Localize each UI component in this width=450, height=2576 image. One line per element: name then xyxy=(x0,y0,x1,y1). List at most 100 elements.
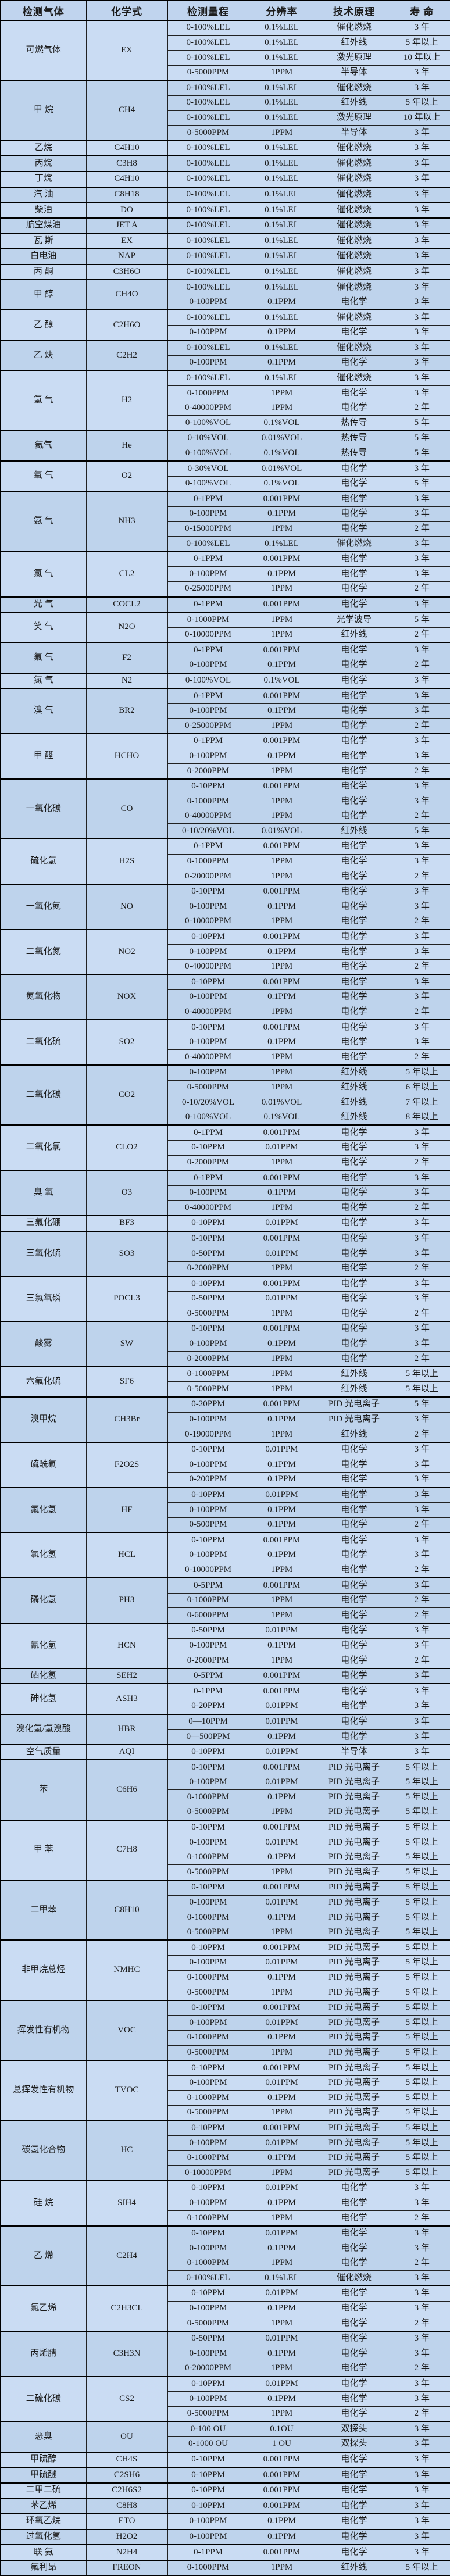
gas-name-cell: 氮氧化物 xyxy=(0,974,87,1020)
formula-cell: C2H3CL xyxy=(85,2285,168,2332)
gas-name-cell: 砷化氢 xyxy=(0,1683,87,1715)
range-cell: 0-10PPM xyxy=(167,2482,249,2499)
lifespan-cell: 3 年 xyxy=(393,1185,450,1201)
resolution-cell: 1PPM xyxy=(248,1200,315,1216)
gas-name-cell: 二甲苯 xyxy=(0,1880,87,1941)
lifespan-cell: 3 年 xyxy=(393,1638,450,1654)
table-row: 氮 气 N2 0-100%VOL 0.1%VOL 电化学 3 年 xyxy=(0,672,450,689)
resolution-cell: 0.001PPM xyxy=(248,1532,315,1548)
principle-cell: PID 光电离子 xyxy=(314,2150,394,2166)
resolution-cell: 0.001PPM xyxy=(248,1880,315,1896)
resolution-cell: 0.1%LEL xyxy=(248,19,315,36)
formula-cell: C4H10 xyxy=(85,140,168,156)
principle-cell: 催化燃烧 xyxy=(314,536,394,552)
lifespan-cell: 3 年 xyxy=(393,140,450,156)
gas-name-cell: 一氧化碳 xyxy=(0,778,87,839)
formula-cell: HCN xyxy=(85,1622,168,1669)
range-cell: 0-40000PPM xyxy=(167,959,249,975)
resolution-cell: 0.1PPM xyxy=(248,1471,315,1488)
table-row: 氯乙烯 C2H3CL 0-10PPM 0.01PPM 电化学 3 年 xyxy=(0,2285,450,2332)
lifespan-cell: 3 年 xyxy=(393,2544,450,2561)
range-cell: 0-1000PPM xyxy=(167,1970,249,1986)
table-row: 溴化氢/氢溴酸 HBR 0—10PPM 0.01PPM 电化学 3 年 xyxy=(0,1713,450,1745)
resolution-cell: 1PPM xyxy=(248,2559,315,2576)
resolution-cell: 0.1PPM xyxy=(248,2150,315,2166)
table-row: 0-50PPM 0.01PPM 电化学 3 年 xyxy=(1,1291,450,1307)
table-row: 瓦 斯 EX 0-100%LEL 0.1%LEL 催化燃烧 3 年 xyxy=(0,233,450,249)
lifespan-cell: 2 年 xyxy=(393,869,450,885)
column-header-formula: 化学式 xyxy=(85,0,168,21)
range-cell: 0-10000PPM xyxy=(167,914,249,930)
lifespan-cell: 3 年 xyxy=(393,491,450,508)
principle-cell: 电化学 xyxy=(314,1517,394,1533)
formula-cell: VOC xyxy=(85,1999,168,2061)
principle-cell: 电化学 xyxy=(314,778,394,795)
resolution-cell: 0.1PPM xyxy=(248,1034,315,1051)
range-cell: 0-100PPM xyxy=(167,2513,249,2530)
principle-cell: 电化学 xyxy=(314,703,394,719)
principle-cell: PID 光电离子 xyxy=(314,1970,394,1986)
table-row: 磷化氢 PH3 0-5PPM 0.001PPM 电化学 3 年 xyxy=(0,1577,450,1624)
resolution-cell: 0.1PPM xyxy=(248,2513,315,2530)
resolution-cell: 1PPM xyxy=(248,1064,315,1081)
formula-cell: BR2 xyxy=(85,688,168,734)
lifespan-cell: 2 年 xyxy=(393,1049,450,1066)
resolution-cell: 0.1%LEL xyxy=(248,263,315,280)
lifespan-cell: 5 年 xyxy=(393,612,450,628)
lifespan-cell: 5 年以上 xyxy=(393,2045,450,2061)
gas-name-cell: 硫酰氟 xyxy=(0,1441,87,1488)
table-row: 0-1000 OU 1 OU 双探头 3 年 xyxy=(1,2436,450,2453)
resolution-cell: 0.1PPM xyxy=(248,1185,315,1201)
range-cell: 0-1PPM xyxy=(167,551,249,567)
gas-name-cell: 氟利昂 xyxy=(0,2559,87,2576)
table-row: 笑 气 N2O 0-1000PPM 1PPM 光学波导 5 年 xyxy=(0,612,450,643)
gas-name-cell: 非甲烷总烃 xyxy=(0,1939,87,2001)
range-cell: 0-100%LEL xyxy=(167,155,249,172)
range-cell: 0—500PPM xyxy=(167,1729,249,1745)
formula-cell: EX xyxy=(85,19,168,81)
lifespan-cell: 2 年 xyxy=(393,2255,450,2271)
resolution-cell: 0.001PPM xyxy=(248,1819,315,1836)
resolution-cell: 1PPM xyxy=(248,2045,315,2061)
range-cell: 0-100%LEL xyxy=(167,80,249,96)
table-row: 0-40000PPM 1PPM 电化学 2 年 xyxy=(1,1200,450,1216)
resolution-cell: 1PPM xyxy=(248,2406,315,2422)
gas-name-cell: 氯 气 xyxy=(0,551,87,598)
lifespan-cell: 5 年以上 xyxy=(393,95,450,111)
table-row: 0-5000PPM 1PPM 红外线 6 年以上 xyxy=(1,1080,450,1096)
range-cell: 0-10PPM xyxy=(167,1880,249,1896)
resolution-cell: 1PPM xyxy=(248,869,315,885)
principle-cell: 催化燃烧 xyxy=(314,263,394,280)
resolution-cell: 0.1%LEL xyxy=(248,233,315,249)
range-cell: 0-100%LEL xyxy=(167,217,249,234)
principle-cell: 电化学 xyxy=(314,2528,394,2545)
resolution-cell: 1PPM xyxy=(248,1592,315,1609)
principle-cell: PID 光电离子 xyxy=(314,1819,394,1836)
principle-cell: 催化燃烧 xyxy=(314,19,394,36)
principle-cell: 电化学 xyxy=(314,2210,394,2227)
formula-cell: ASH3 xyxy=(85,1683,168,1715)
resolution-cell: 0.1PPM xyxy=(248,1457,315,1473)
gas-name-cell: 甲 醇 xyxy=(0,279,87,310)
range-cell: 0-100%LEL xyxy=(167,536,249,552)
gas-name-cell: 甲 烷 xyxy=(0,80,87,141)
table-row: 氮氧化物 NOX 0-10PPM 0.001PPM 电化学 3 年 xyxy=(0,974,450,1020)
lifespan-cell: 3 年 xyxy=(393,1577,450,1594)
lifespan-cell: 2 年 xyxy=(393,581,450,598)
resolution-cell: 0.1%LEL xyxy=(248,370,315,387)
range-cell: 0-2000PPM xyxy=(167,1653,249,1669)
table-row: 0-100PPM 0.1PPM 电化学 3 年 xyxy=(1,355,450,371)
table-row: 0-100PPM 0.1PPM 电化学 3 年 xyxy=(1,1034,450,1051)
resolution-cell: 1PPM xyxy=(248,2255,315,2271)
formula-cell: CH4S xyxy=(85,2451,168,2468)
lifespan-cell: 3 年 xyxy=(393,672,450,689)
lifespan-cell: 5 年以上 xyxy=(393,2075,450,2091)
principle-cell: 催化燃烧 xyxy=(314,140,394,156)
table-row: 0-100PPM 0.1PPM 电化学 3 年 xyxy=(1,989,450,1005)
principle-cell: 电化学 xyxy=(314,1276,394,1292)
lifespan-cell: 3 年 xyxy=(393,1698,450,1715)
gas-name-cell: 二硫化碳 xyxy=(0,2375,87,2422)
principle-cell: 电化学 xyxy=(314,944,394,960)
range-cell: 0-5000PPM xyxy=(167,2316,249,2332)
resolution-cell: 1PPM xyxy=(248,1260,315,1277)
